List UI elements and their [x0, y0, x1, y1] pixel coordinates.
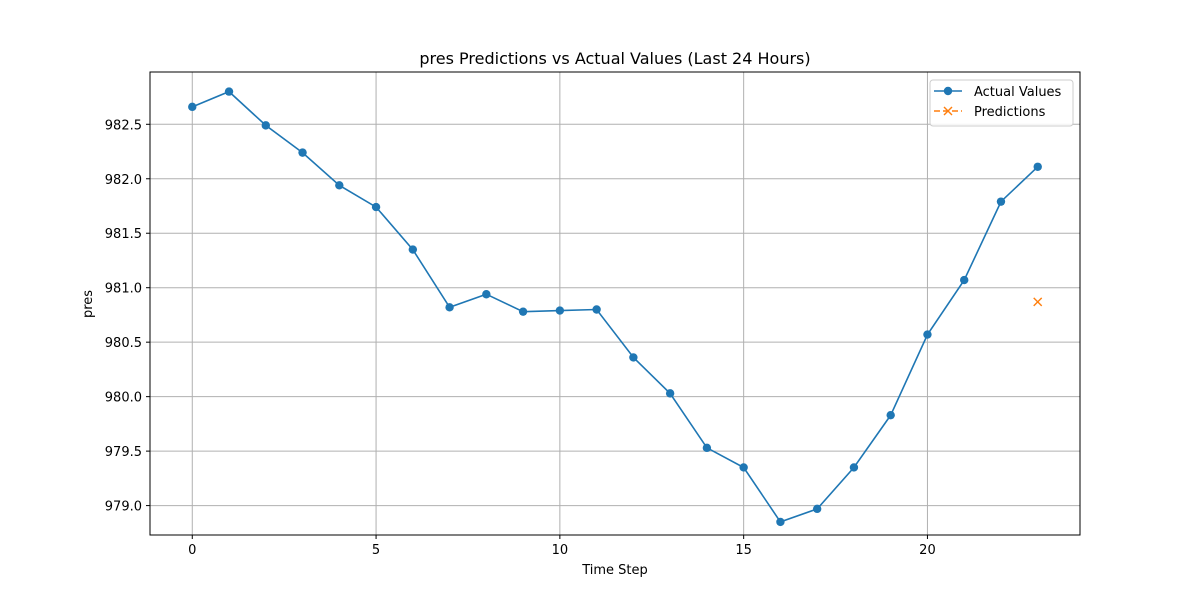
y-tick-label: 982.0: [105, 173, 142, 188]
data-point-actual: [225, 87, 233, 95]
data-point-actual: [335, 181, 343, 189]
data-point-actual: [960, 276, 968, 284]
data-point-actual: [519, 307, 527, 315]
y-tick-label: 982.5: [105, 118, 142, 133]
data-point-actual: [188, 103, 196, 111]
data-point-actual: [262, 121, 270, 129]
data-point-actual: [592, 305, 600, 313]
legend-label: Predictions: [974, 105, 1046, 120]
x-tick-label: 0: [188, 543, 196, 558]
y-tick-label: 979.5: [105, 445, 142, 460]
data-point-actual: [1034, 163, 1042, 171]
y-tick-label: 979.0: [105, 500, 142, 515]
data-point-actual: [629, 353, 637, 361]
data-point-actual: [886, 411, 894, 419]
data-point-actual: [298, 148, 306, 156]
data-point-actual: [409, 245, 417, 253]
data-point-actual: [739, 463, 747, 471]
y-tick-label: 981.0: [105, 282, 142, 297]
data-point-actual: [445, 303, 453, 311]
data-point-actual: [556, 306, 564, 314]
data-point-actual: [482, 290, 490, 298]
data-point-actual: [703, 444, 711, 452]
data-point-actual: [666, 389, 674, 397]
data-point-actual: [813, 505, 821, 513]
data-point-actual: [997, 197, 1005, 205]
x-tick-label: 10: [552, 543, 569, 558]
x-tick-label: 20: [919, 543, 936, 558]
data-point-actual: [776, 518, 784, 526]
y-tick-label: 980.5: [105, 336, 142, 351]
data-point-actual: [372, 203, 380, 211]
legend-marker: [944, 87, 952, 95]
data-point-actual: [923, 330, 931, 338]
data-point-actual: [850, 463, 858, 471]
legend-label: Actual Values: [974, 85, 1062, 100]
x-axis-label: Time Step: [581, 563, 648, 578]
y-tick-label: 981.5: [105, 227, 142, 242]
legend: Actual Values Predictions: [930, 80, 1073, 126]
y-axis-label: pres: [81, 290, 96, 318]
x-tick-label: 5: [372, 543, 380, 558]
chart-title: pres Predictions vs Actual Values (Last …: [419, 49, 810, 68]
y-tick-label: 980.0: [105, 391, 142, 406]
x-tick-label: 15: [735, 543, 752, 558]
